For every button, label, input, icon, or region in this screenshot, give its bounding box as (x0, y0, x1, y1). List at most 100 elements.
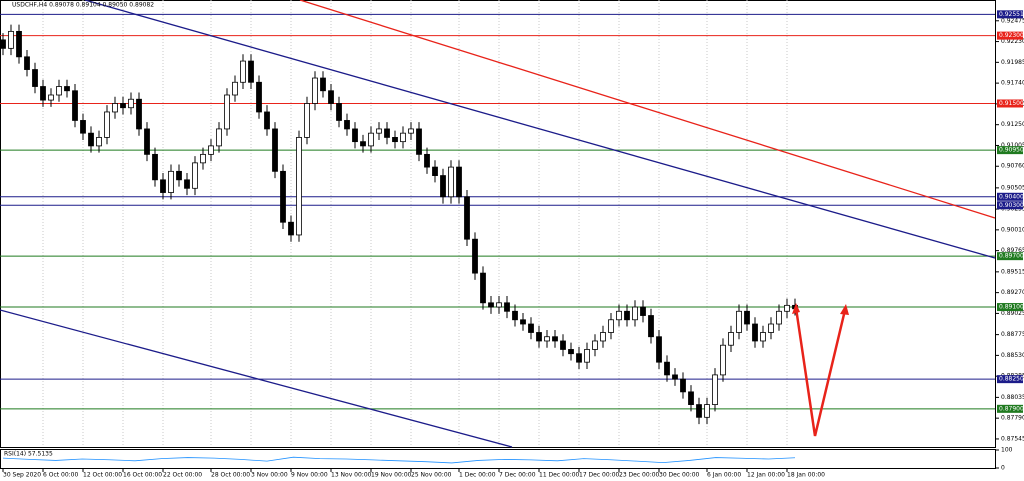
candle-body (752, 323, 758, 342)
level-label: 0.90300 (999, 202, 1024, 209)
candle-body (56, 86, 62, 96)
candle-body (728, 332, 734, 346)
candle-body (776, 310, 782, 325)
candle-body (64, 86, 70, 92)
x-tick-label: 12 Jan 00:00 (747, 472, 785, 479)
candle-body (32, 69, 38, 87)
candle-body (104, 111, 110, 138)
y-tick-label: 0.91250 (1001, 121, 1024, 128)
candle-body (296, 137, 302, 236)
level-label-box (997, 303, 1023, 312)
candle-body (288, 221, 294, 236)
candle-body (360, 141, 366, 147)
trend-line (0, 309, 513, 448)
x-tick-label: 12 Oct 00:00 (83, 472, 122, 479)
candle-body (448, 166, 454, 198)
x-tick-label: 16 Oct 00:00 (123, 472, 162, 479)
candle-body (48, 94, 54, 101)
level-label: 0.90950 (999, 147, 1024, 154)
candle-body (136, 98, 142, 130)
candle-body (640, 306, 646, 316)
candle-body (440, 175, 446, 198)
x-tick-label: 13 Nov 00:00 (331, 472, 372, 479)
y-tick-label: 0.91740 (1001, 80, 1024, 87)
candle-body (584, 349, 590, 363)
candle-body (368, 132, 374, 147)
level-label-box (997, 375, 1023, 384)
y-tick-label: 0.87545 (1001, 435, 1024, 442)
grid (42, 0, 788, 447)
candle-body (0, 39, 6, 49)
candle-body (304, 103, 310, 138)
candle-body (376, 128, 382, 134)
candle-body (464, 196, 470, 240)
candle-body (344, 120, 350, 130)
y-tick-label: 0.88035 (1001, 394, 1024, 401)
candle-body (600, 332, 606, 342)
candle-body (16, 30, 22, 58)
candle-body (504, 302, 510, 312)
arrow-head (840, 304, 849, 315)
candle-body (544, 336, 550, 342)
candle-body (8, 30, 14, 49)
y-tick-label: 0.89270 (1001, 289, 1024, 296)
rsi-tick-label: 100 (1001, 447, 1013, 454)
candle-body (568, 349, 574, 355)
y-tick-label: 0.88530 (1001, 352, 1024, 359)
candle-body (768, 323, 774, 333)
x-tick-label: 18 Jan 00:00 (787, 472, 825, 479)
x-tick-label: 23 Dec 00:00 (619, 472, 660, 479)
candle-body (592, 340, 598, 350)
level-label: 0.92300 (999, 32, 1024, 39)
y-tick-label: 0.88775 (1001, 331, 1024, 338)
candle-body (224, 94, 230, 130)
level-label: 0.88250 (999, 376, 1024, 383)
candle-body (240, 60, 246, 83)
candle-body (632, 306, 638, 321)
candle-body (128, 98, 134, 109)
level-label: 0.89100 (999, 304, 1024, 311)
candles (0, 24, 798, 425)
candle-body (144, 128, 150, 155)
x-tick-label: 30 Dec 00:00 (659, 472, 700, 479)
candle-body (552, 336, 558, 342)
candle-body (208, 145, 214, 155)
candle-body (112, 103, 118, 113)
level-label: 0.87900 (999, 405, 1024, 412)
candle-body (40, 86, 46, 101)
x-tick-label: 1 Dec 00:00 (459, 472, 496, 479)
candle-body (664, 361, 670, 376)
candle-body (264, 111, 270, 130)
candle-body (24, 56, 30, 70)
main-frame (0, 0, 996, 448)
candle-body (152, 153, 158, 181)
candle-body (624, 310, 630, 321)
level-label-box (997, 31, 1023, 40)
candle-body (192, 162, 198, 189)
candle-body (176, 170, 182, 181)
candle-body (400, 132, 406, 143)
candle-body (576, 353, 582, 363)
arrow-head (792, 303, 800, 314)
x-tick-label: 28 Oct 00:00 (211, 472, 250, 479)
level-label: 0.90400 (999, 193, 1024, 200)
rsi-frame (0, 449, 996, 469)
candle-body (424, 153, 430, 168)
candle-body (648, 315, 654, 338)
candle-body (72, 90, 78, 121)
candle-body (480, 272, 486, 304)
candle-body (432, 166, 438, 176)
candle-body (272, 128, 278, 172)
x-tick-label: 25 Nov 00:00 (411, 472, 452, 479)
axis: 0.924750.922300.919850.917400.914950.912… (2, 10, 1024, 479)
x-tick-label: 6 Oct 00:00 (43, 472, 78, 479)
candle-body (672, 374, 678, 380)
x-tick-label: 9 Nov 00:00 (291, 472, 328, 479)
candle-body (312, 77, 318, 104)
level-label-box (997, 404, 1023, 413)
candle-body (200, 153, 206, 164)
candle-body (392, 137, 398, 143)
y-tick-label: 0.89515 (1001, 268, 1024, 275)
